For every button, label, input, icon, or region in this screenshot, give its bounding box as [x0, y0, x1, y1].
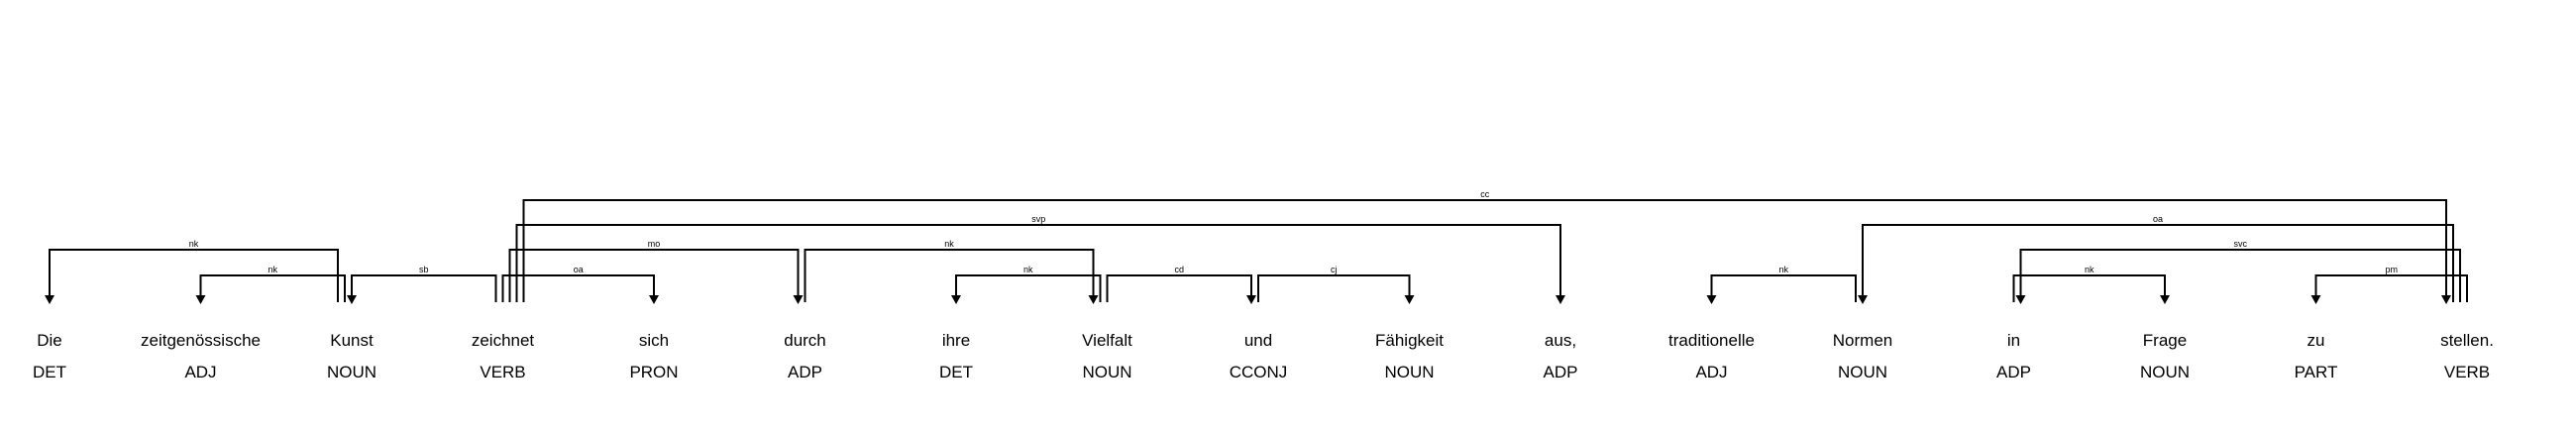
- token-word: in: [2006, 331, 2021, 350]
- arrowhead: [2310, 295, 2321, 304]
- token-word: zeitgenössische: [141, 331, 261, 350]
- token-word: sich: [638, 331, 670, 350]
- dependency-label: nk: [2085, 265, 2094, 274]
- token-pos-tag: ADP: [1996, 363, 2031, 381]
- dependency-label: mo: [648, 239, 661, 249]
- dependency-arc: [1257, 274, 1411, 302]
- dependency-label: nk: [189, 239, 199, 249]
- token-pos-tag: PART: [2294, 363, 2338, 381]
- arrowhead: [2441, 295, 2451, 304]
- arrowhead: [1706, 295, 1717, 304]
- token-pos-tag: NOUN: [2139, 363, 2191, 381]
- dependency-label: sb: [419, 265, 429, 274]
- token-pos-tag: ADP: [788, 363, 822, 381]
- arrowhead: [1246, 295, 1256, 304]
- token-word: Frage: [2142, 331, 2188, 350]
- dependency-arc: [501, 274, 655, 302]
- token-word: zu: [2307, 331, 2325, 350]
- token-pos-tag: NOUN: [1384, 363, 1435, 381]
- dependency-label: cc: [1480, 189, 1490, 199]
- arrowhead: [1404, 295, 1415, 304]
- dependency-arc: [1106, 274, 1252, 302]
- token-pos-tag: ADJ: [184, 363, 217, 381]
- dependency-arc: [522, 199, 2447, 302]
- dependency-arc: [515, 224, 1561, 302]
- token-pos-tag: ADJ: [1695, 363, 1728, 381]
- dependency-label: nk: [1023, 265, 1033, 274]
- token-pos-tag: DET: [939, 363, 973, 381]
- arrowhead: [195, 295, 206, 304]
- token-word: Fähigkeit: [1375, 331, 1444, 350]
- token-word: ihre: [941, 331, 971, 350]
- arrowhead: [2160, 295, 2170, 304]
- dependency-arc: [508, 249, 800, 302]
- dependency-arc: [351, 274, 497, 302]
- token-word: Vielfalt: [1082, 331, 1132, 350]
- dependency-label: nk: [268, 265, 277, 274]
- dependency-label: oa: [574, 265, 584, 274]
- arrowhead: [347, 295, 357, 304]
- arrowhead: [45, 295, 54, 304]
- token-pos-tag: PRON: [629, 363, 679, 381]
- arrowhead: [1556, 295, 1565, 304]
- arrowhead: [951, 295, 961, 304]
- token-pos-tag: DET: [33, 363, 66, 381]
- token-word: stellen.: [2440, 331, 2494, 350]
- arrowhead: [1858, 295, 1868, 304]
- token-pos-tag: VERB: [480, 363, 526, 381]
- dependency-label: svp: [1031, 214, 1045, 224]
- arrowhead: [649, 295, 659, 304]
- dependency-arc: [1862, 224, 2454, 302]
- token-pos-tag: CCONJ: [1229, 363, 1288, 381]
- token-pos-tag: NOUN: [1837, 363, 1888, 381]
- token-word: Kunst: [330, 331, 374, 350]
- token-word: und: [1243, 331, 1273, 350]
- dependency-label: cj: [1331, 265, 1338, 274]
- dependency-arc: [199, 274, 346, 302]
- token-word: Die: [37, 331, 62, 350]
- dependency-arc: [955, 274, 1102, 302]
- token-word: Normen: [1832, 331, 1893, 350]
- dependency-label: cd: [1174, 265, 1184, 274]
- arrowhead: [2015, 295, 2026, 304]
- dependency-arc: [804, 249, 1095, 302]
- token-word: zeichnet: [471, 331, 535, 350]
- dependency-arc: [2012, 274, 2166, 302]
- dependency-label: nk: [944, 239, 954, 249]
- token-word: aus,: [1544, 331, 1577, 350]
- token-word: durch: [784, 331, 826, 350]
- dependency-label: pm: [2385, 265, 2398, 274]
- token-word: traditionelle: [1668, 331, 1755, 350]
- arrowhead: [793, 295, 804, 304]
- dependency-label: nk: [1778, 265, 1788, 274]
- dependency-label: svc: [2234, 239, 2248, 249]
- token-pos-tag: VERB: [2443, 363, 2491, 381]
- token-pos-tag: NOUN: [1082, 363, 1132, 381]
- token-pos-tag: ADP: [1543, 363, 1578, 381]
- token-pos-tag: NOUN: [326, 363, 377, 381]
- dependency-arc: [2314, 274, 2468, 302]
- dependency-arc: [1710, 274, 1857, 302]
- arrowhead: [1088, 295, 1099, 304]
- dependency-label: oa: [2153, 214, 2163, 224]
